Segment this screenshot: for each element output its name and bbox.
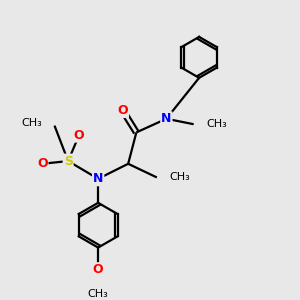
Text: O: O xyxy=(117,104,128,117)
Text: CH₃: CH₃ xyxy=(88,289,109,299)
Text: O: O xyxy=(93,263,104,276)
Text: O: O xyxy=(74,129,84,142)
Text: CH₃: CH₃ xyxy=(169,172,190,182)
Text: CH₃: CH₃ xyxy=(22,118,42,128)
Text: N: N xyxy=(93,172,103,185)
Text: O: O xyxy=(37,157,47,170)
Text: S: S xyxy=(64,154,73,168)
Text: N: N xyxy=(161,112,172,125)
Text: CH₃: CH₃ xyxy=(206,119,227,129)
